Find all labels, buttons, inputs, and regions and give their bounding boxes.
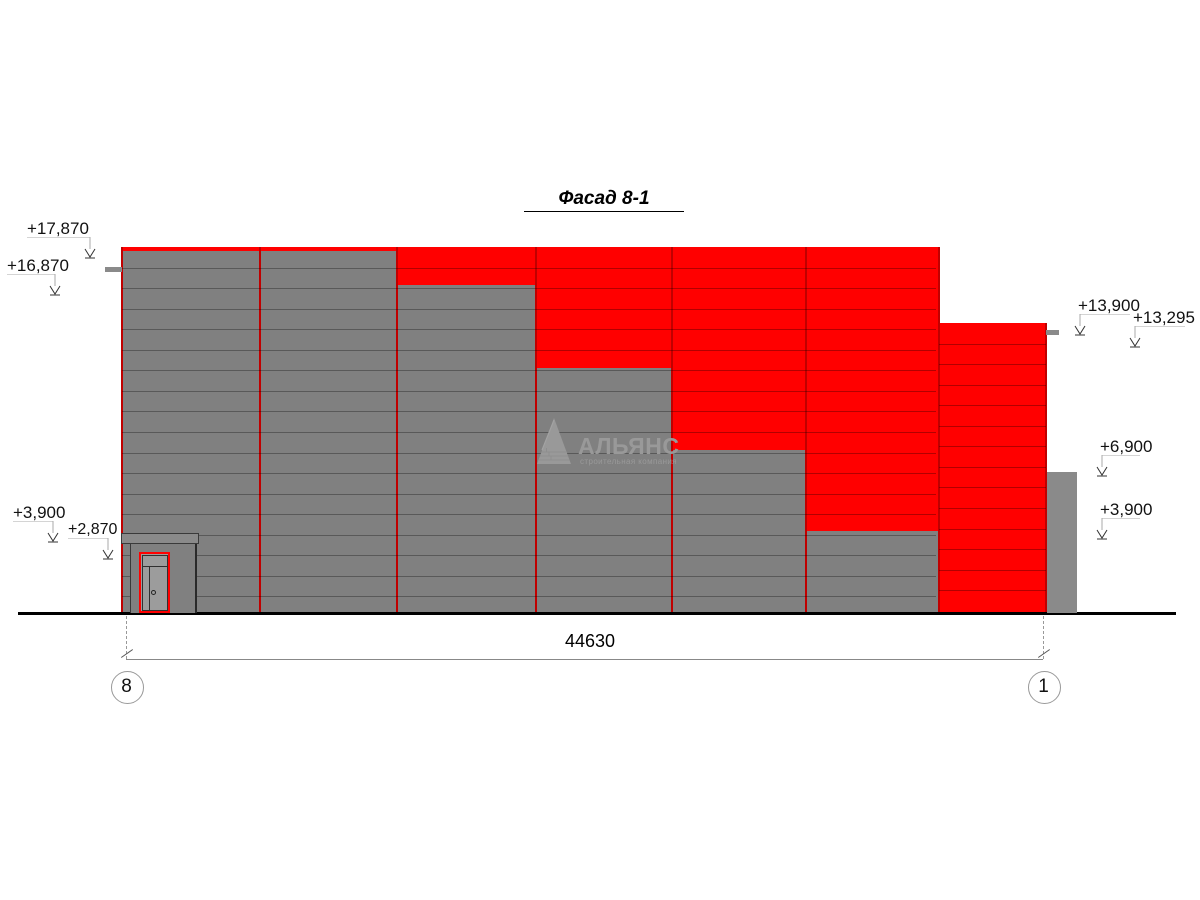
- svg-text:АЛЬЯНС: АЛЬЯНС: [578, 433, 679, 459]
- svg-text:строительная компания: строительная компания: [580, 457, 677, 466]
